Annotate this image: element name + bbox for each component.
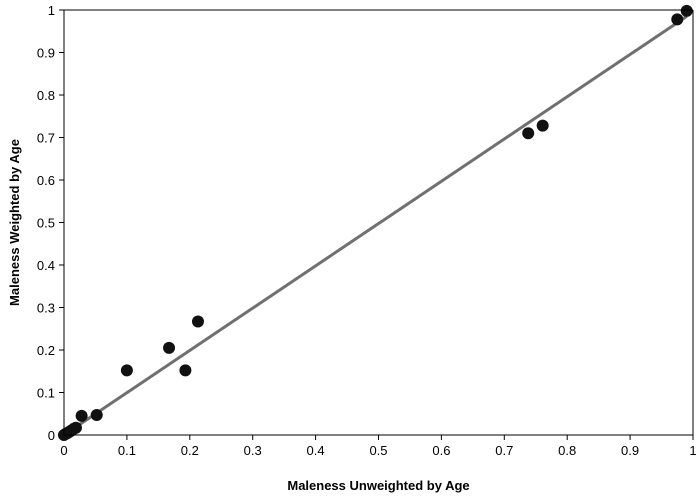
data-point [91,409,103,421]
x-tick-label: 0.6 [432,443,450,458]
x-tick-label: 0.9 [621,443,639,458]
x-tick-label: 0.8 [558,443,576,458]
x-tick-label: 0 [60,443,67,458]
x-tick-label: 0.7 [495,443,513,458]
y-tick-label: 0.6 [37,173,55,188]
data-point [179,364,191,376]
y-tick-label: 0.3 [37,301,55,316]
data-point [671,13,683,25]
x-tick-label: 0.5 [369,443,387,458]
y-tick-label: 0.5 [37,216,55,231]
y-tick-label: 0.2 [37,343,55,358]
trendline [64,16,687,435]
data-point [192,316,204,328]
x-tick-label: 0.2 [181,443,199,458]
y-tick-label: 0.7 [37,131,55,146]
data-point [537,120,549,132]
data-point [522,127,534,139]
x-axis-title: Maleness Unweighted by Age [287,478,469,493]
y-tick-label: 0.1 [37,386,55,401]
y-axis-title: Maleness Weighted by Age [7,139,22,306]
y-tick-label: 0.4 [37,258,55,273]
y-tick-label: 0 [48,428,55,443]
x-tick-label: 0.1 [118,443,136,458]
data-point [163,342,175,354]
data-point [76,410,88,422]
x-tick-label: 0.4 [307,443,325,458]
x-tick-label: 0.3 [244,443,262,458]
y-tick-label: 1 [48,3,55,18]
data-point [681,5,693,17]
y-tick-label: 0.8 [37,88,55,103]
data-point [121,364,133,376]
data-point [70,422,82,434]
x-tick-label: 1 [689,443,696,458]
trendline-layer [64,16,687,435]
y-tick-label: 0.9 [37,46,55,61]
